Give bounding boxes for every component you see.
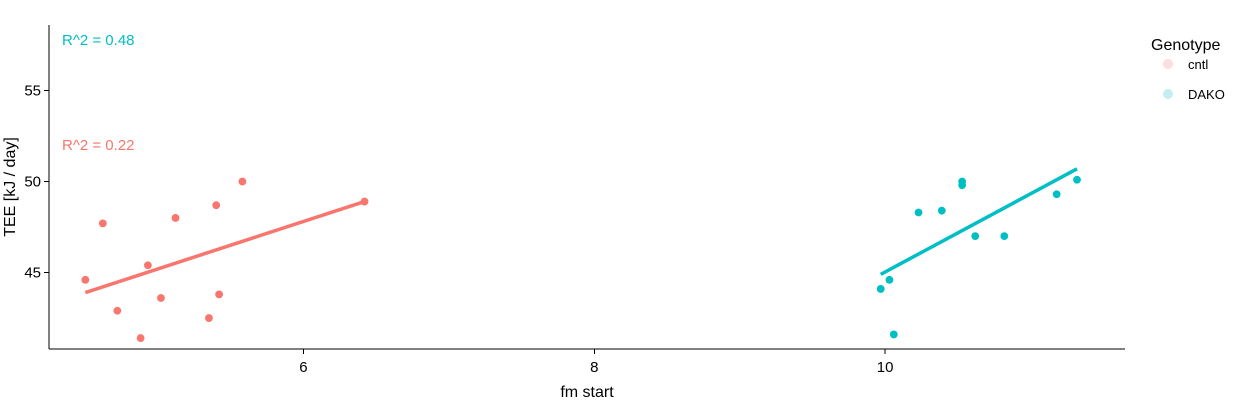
- y-axis-title: TEE [kJ / day]: [2, 137, 19, 237]
- dako-data-point: [958, 177, 967, 186]
- dako-r-squared-annotation: R^2 = 0.48: [62, 32, 135, 49]
- dako-legend-label: DAKO: [1188, 87, 1225, 102]
- cntl-data-point: [81, 275, 90, 284]
- legend: Genotype cntl DAKO: [1151, 37, 1225, 102]
- y-axis-tick-label: 45: [24, 265, 41, 282]
- cntl-data-point: [143, 261, 152, 270]
- dako-trend-line: [879, 167, 1078, 276]
- trend-lines: [84, 167, 1078, 295]
- dako-data-point: [937, 206, 946, 215]
- dako-data-point: [914, 208, 923, 217]
- dako-data-point: [1052, 190, 1061, 199]
- x-axis-tick-label: 10: [877, 359, 894, 376]
- legend-items: cntl DAKO: [1163, 57, 1225, 102]
- legend-title: Genotype: [1151, 37, 1220, 54]
- y-axis-tick-label: 50: [24, 174, 41, 191]
- x-axis-title: fm start: [560, 384, 614, 400]
- cntl-data-point: [113, 306, 122, 315]
- cntl-data-point: [157, 294, 165, 302]
- cntl-trend-line: [84, 199, 366, 295]
- cntl-data-point: [98, 219, 107, 228]
- cntl-data-point: [212, 201, 221, 210]
- dako-legend-marker: [1163, 89, 1173, 99]
- scatter-points: [81, 175, 1081, 342]
- x-axis-tick-label: 6: [299, 359, 307, 376]
- cntl-data-point: [215, 290, 224, 299]
- dako-data-point: [876, 285, 885, 293]
- cntl-legend-marker: [1163, 59, 1173, 69]
- dako-data-point: [889, 330, 898, 339]
- x-axis-tick-label: 8: [590, 359, 598, 376]
- chart-axes: [48, 25, 1125, 350]
- x-axis-ticks: 6 8 10: [299, 349, 893, 376]
- cntl-data-point: [136, 334, 145, 342]
- dako-data-point: [1000, 232, 1009, 241]
- cntl-data-point: [171, 214, 180, 222]
- cntl-data-point: [205, 314, 213, 322]
- cntl-r-squared-annotation: R^2 = 0.22: [62, 137, 135, 154]
- dako-data-point: [885, 275, 894, 284]
- y-axis-ticks: 45 50 55: [24, 83, 49, 282]
- cntl-data-point: [238, 177, 247, 186]
- chart-annotations: R^2 = 0.48 R^2 = 0.22: [62, 32, 135, 154]
- y-axis-tick-label: 55: [24, 83, 41, 100]
- cntl-legend-label: cntl: [1188, 57, 1208, 72]
- dako-data-point: [1073, 175, 1081, 184]
- dako-data-point: [971, 232, 980, 241]
- cntl-data-point: [360, 197, 369, 206]
